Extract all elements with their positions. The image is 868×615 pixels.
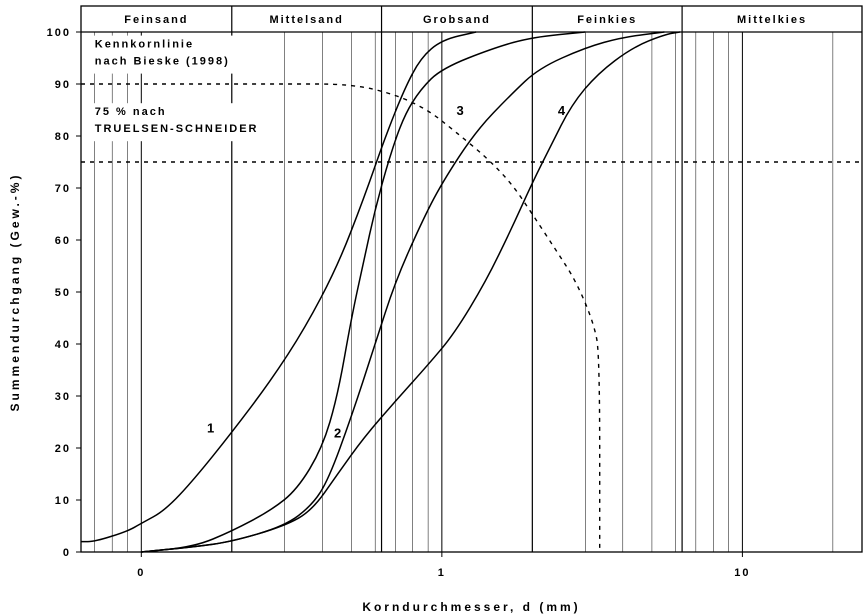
annotation-line: TRUELSEN-SCHNEIDER bbox=[95, 123, 259, 135]
y-tick-label: 100 bbox=[47, 27, 71, 39]
annotation-backing bbox=[90, 35, 281, 74]
y-tick-label: 50 bbox=[55, 287, 71, 299]
y-tick-label: 90 bbox=[55, 79, 71, 91]
y-tick-label: 60 bbox=[55, 235, 71, 247]
y-tick-label: 80 bbox=[55, 131, 71, 143]
y-tick-label: 70 bbox=[55, 183, 71, 195]
band-label: Feinsand bbox=[124, 14, 188, 26]
curve-label-4: 4 bbox=[558, 103, 566, 118]
grading-curve-4 bbox=[141, 31, 681, 553]
curve-label-3: 3 bbox=[456, 103, 463, 118]
curve-label-1: 1 bbox=[207, 420, 214, 435]
band-label: Feinkies bbox=[577, 14, 637, 26]
x-tick-label: 0 bbox=[137, 567, 145, 579]
y-tick-label: 30 bbox=[55, 391, 71, 403]
plot-frame bbox=[80, 5, 863, 553]
y-tick-label: 0 bbox=[63, 547, 71, 559]
x-axis-title: Korndurchmesser, d (mm) bbox=[362, 600, 580, 614]
bieske-curve bbox=[81, 83, 601, 552]
grading-curve-2 bbox=[141, 31, 586, 553]
band-label: Mittelkies bbox=[737, 14, 807, 26]
band-label: Grobsand bbox=[423, 14, 491, 26]
annotation-line: nach Bieske (1998) bbox=[95, 56, 230, 68]
annotation-line: Kennkornlinie bbox=[95, 39, 194, 51]
annotation-bieske: Kennkornlinie nach Bieske (1998) bbox=[90, 35, 281, 74]
series-curves bbox=[81, 31, 681, 553]
y-tick-label: 10 bbox=[55, 495, 71, 507]
y-tick-label: 40 bbox=[55, 339, 71, 351]
y-tick-label: 20 bbox=[55, 443, 71, 455]
x-tick-label: 1 bbox=[438, 567, 446, 579]
band-label: Mittelsand bbox=[269, 14, 343, 26]
x-tick-label: 10 bbox=[734, 567, 750, 579]
annotation-line: 75 % nach bbox=[95, 106, 167, 118]
annotation-truelsen: 75 % nach TRUELSEN-SCHNEIDER bbox=[90, 103, 281, 142]
y-axis-title: Summendurchgang (Gew.-%) bbox=[8, 173, 22, 412]
annotation-backing bbox=[90, 103, 281, 142]
grading-curve-1 bbox=[81, 31, 477, 543]
curve-label-2: 2 bbox=[334, 426, 341, 441]
